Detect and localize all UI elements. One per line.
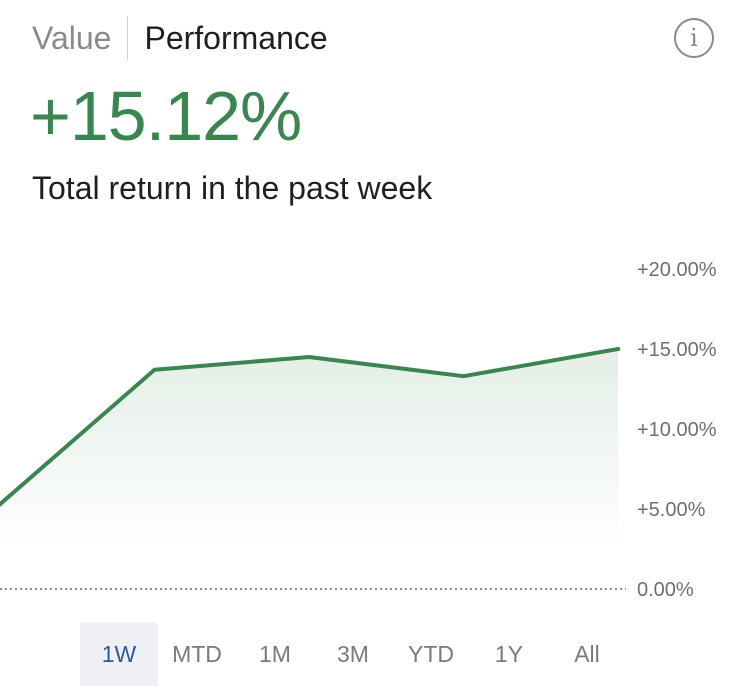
- y-tick-label: +20.00%: [637, 259, 717, 281]
- y-tick-label: 0.00%: [637, 579, 694, 601]
- series-area: [0, 349, 618, 549]
- time-range-selector: 1W MTD 1M 3M YTD 1Y All: [80, 622, 626, 686]
- data-point: [461, 374, 466, 379]
- range-button-3m[interactable]: 3M: [337, 640, 369, 667]
- tab-performance[interactable]: Performance: [144, 20, 328, 56]
- data-point: [616, 347, 620, 351]
- data-point: [152, 367, 157, 372]
- data-point: [0, 502, 2, 507]
- range-button-1y[interactable]: 1Y: [494, 640, 524, 667]
- data-point: [307, 355, 311, 359]
- tab-value[interactable]: Value: [32, 20, 112, 56]
- y-tick-label: +15.00%: [637, 339, 717, 361]
- total-return-value: +15.12%: [30, 77, 302, 155]
- performance-chart: +20.00% +15.00% +10.00% +5.00% 0.00%: [0, 259, 717, 601]
- y-tick-label: +5.00%: [637, 499, 706, 521]
- view-tabs: Value Performance: [32, 16, 328, 60]
- tab-divider: [127, 16, 129, 60]
- range-button-all[interactable]: All: [574, 640, 600, 667]
- range-button-mtd[interactable]: MTD: [172, 640, 222, 667]
- total-return-caption: Total return in the past week: [32, 170, 433, 206]
- info-glyph: i: [690, 24, 698, 52]
- info-icon[interactable]: i: [674, 18, 714, 58]
- range-button-1m[interactable]: 1M: [259, 640, 291, 667]
- range-button-ytd[interactable]: YTD: [408, 640, 454, 667]
- y-tick-label: +10.00%: [637, 419, 717, 441]
- range-button-1w[interactable]: 1W: [80, 622, 158, 686]
